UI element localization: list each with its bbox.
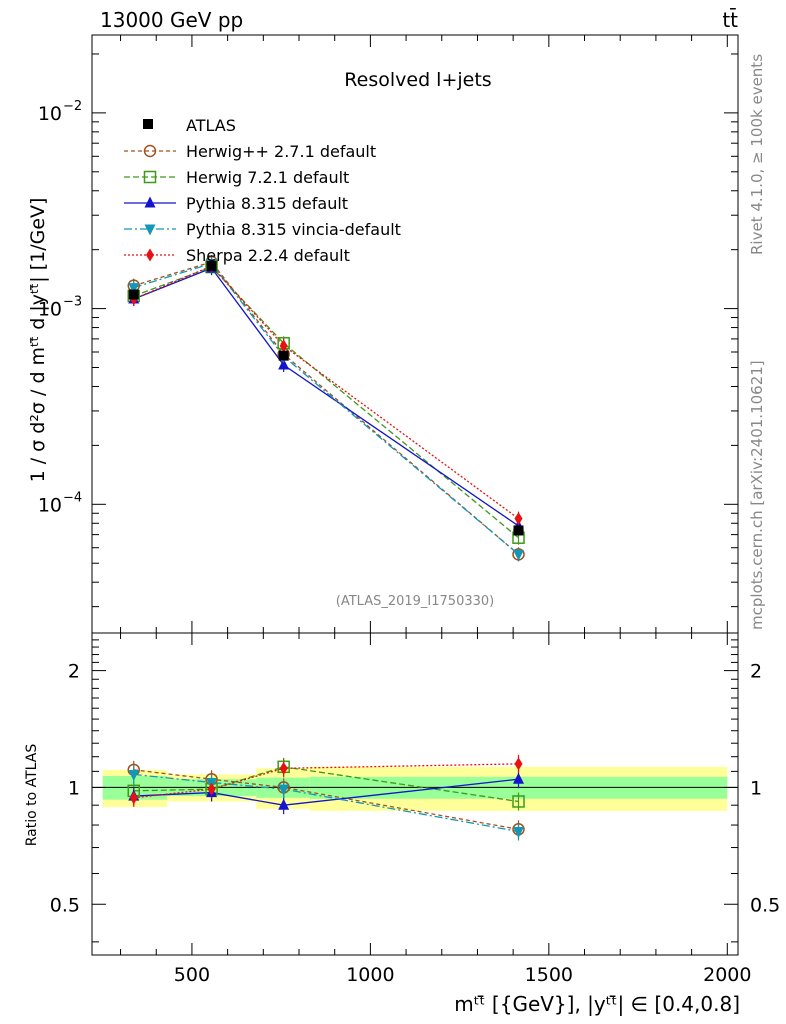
series-line-ratio-3 bbox=[133, 773, 519, 833]
x-tick-label: 1500 bbox=[525, 964, 573, 986]
ratio-y-tick-label: 2 bbox=[68, 661, 80, 683]
legend-label-0: Herwig++ 2.7.1 default bbox=[186, 142, 376, 161]
main-y-tick-label: 10 bbox=[38, 103, 62, 125]
main-y-tick-exponent: −4 bbox=[63, 490, 82, 505]
mcplots-label: mcplots.cern.ch [arXiv:2401.10621] bbox=[748, 360, 766, 630]
marker-ratio-2-3 bbox=[513, 772, 525, 784]
ratio-y-tick-label-right: 2 bbox=[750, 661, 762, 683]
series-line-ratio-0 bbox=[133, 769, 519, 830]
ratio-y-tick-label-right: 1 bbox=[750, 777, 762, 799]
series-line-ratio-2 bbox=[133, 778, 519, 806]
legend-label-1: Herwig 7.2.1 default bbox=[186, 168, 349, 187]
main-y-tick-label: 10 bbox=[38, 494, 62, 516]
series-line-main-2 bbox=[133, 267, 519, 527]
energy-label: 13000 GeV pp bbox=[100, 8, 243, 32]
analysis-id: (ATLAS_2019_I1750330) bbox=[336, 594, 494, 609]
ratio-y-tick-label-right: 0.5 bbox=[750, 894, 780, 916]
series-line-main-3 bbox=[133, 262, 519, 555]
main-y-tick-exponent: −3 bbox=[63, 295, 82, 310]
legend-marker-0 bbox=[143, 144, 157, 158]
series-line-main-0 bbox=[133, 261, 519, 555]
ratio-y-tick-label: 1 bbox=[68, 777, 80, 799]
series-line-ratio-1 bbox=[133, 766, 519, 803]
data-point-atlas-1 bbox=[206, 261, 217, 272]
legend-label-atlas: ATLAS bbox=[186, 116, 236, 135]
marker-main-4-3 bbox=[514, 512, 523, 526]
marker-ratio-3-0 bbox=[128, 769, 140, 781]
series-line-main-4 bbox=[133, 265, 519, 520]
x-tick-label: 2000 bbox=[703, 964, 751, 986]
marker-ratio-3-2 bbox=[278, 784, 290, 796]
rivet-version-label: Rivet 4.1.0, ≥ 100k events bbox=[748, 54, 766, 255]
series-markers bbox=[127, 255, 525, 838]
ratio-panel-frame bbox=[91, 632, 739, 956]
legend-marker-atlas bbox=[143, 119, 153, 129]
marker-main-3-0 bbox=[128, 283, 140, 295]
x-tick-label: 1000 bbox=[346, 964, 394, 986]
uncertainty-bands bbox=[92, 766, 738, 811]
legend-label-3: Pythia 8.315 vincia-default bbox=[186, 220, 401, 239]
marker-main-3-3 bbox=[513, 549, 525, 561]
legend: ATLAS Herwig++ 2.7.1 default Herwig 7.2.1 … bbox=[124, 116, 401, 265]
data-point-atlas-0 bbox=[128, 289, 139, 300]
marker-ratio-4-0 bbox=[129, 791, 138, 805]
ratio-y-tick-label: 0.5 bbox=[50, 894, 80, 916]
process-label: tt̄ bbox=[722, 7, 738, 32]
legend-marker-2 bbox=[144, 196, 156, 208]
series-line-main-1 bbox=[133, 266, 519, 539]
data-point-atlas-3 bbox=[513, 525, 524, 536]
marker-ratio-3-3 bbox=[513, 826, 525, 838]
series-lines bbox=[133, 255, 520, 841]
marker-main-4-2 bbox=[279, 339, 288, 353]
main-y-axis-label: 1 / σ d²σ / d mᵗᵗ̄ d |yᵗᵗ̄| [1/GeV] bbox=[27, 198, 49, 483]
data-point-atlas-2 bbox=[278, 350, 289, 361]
marker-ratio-4-1 bbox=[207, 782, 216, 796]
legend-label-2: Pythia 8.315 default bbox=[186, 194, 348, 213]
x-axis-label: mᵗᵗ̄ [{GeV}], |yᵗᵗ̄| ∈ [0.4,0.8] bbox=[454, 992, 740, 1016]
marker-ratio-4-2 bbox=[279, 761, 288, 775]
legend-marker-3 bbox=[144, 224, 156, 236]
marker-ratio-1-3 bbox=[512, 795, 525, 808]
marker-main-2-2 bbox=[278, 358, 290, 370]
ratio-y-axis-label: Ratio to ATLAS bbox=[24, 744, 40, 847]
marker-ratio-4-3 bbox=[514, 757, 523, 771]
main-y-tick-label: 10 bbox=[38, 299, 62, 321]
legend-label-4: Sherpa 2.2.4 default bbox=[186, 246, 350, 265]
legend-marker-1 bbox=[143, 170, 157, 184]
panel-title: Resolved l+jets bbox=[344, 69, 491, 91]
legend-marker-4 bbox=[146, 248, 154, 262]
marker-ratio-2-2 bbox=[278, 798, 290, 810]
main-y-tick-exponent: −2 bbox=[63, 99, 82, 114]
x-tick-label: 500 bbox=[174, 964, 210, 986]
